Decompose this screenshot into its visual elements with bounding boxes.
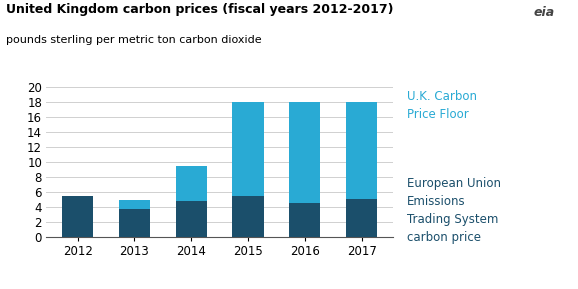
Bar bbox=[289, 102, 320, 203]
Bar bbox=[62, 196, 93, 237]
Bar bbox=[346, 199, 377, 237]
Bar bbox=[232, 102, 264, 196]
Bar bbox=[176, 201, 207, 237]
Text: United Kingdom carbon prices (fiscal years 2012-2017): United Kingdom carbon prices (fiscal yea… bbox=[6, 3, 393, 16]
Bar bbox=[289, 203, 320, 237]
Text: pounds sterling per metric ton carbon dioxide: pounds sterling per metric ton carbon di… bbox=[6, 35, 261, 45]
Bar bbox=[119, 200, 150, 209]
Bar bbox=[176, 166, 207, 201]
Text: European Union
Emissions
Trading System
carbon price: European Union Emissions Trading System … bbox=[407, 177, 501, 244]
Text: eia: eia bbox=[533, 6, 555, 19]
Text: U.K. Carbon
Price Floor: U.K. Carbon Price Floor bbox=[407, 90, 477, 121]
Bar bbox=[119, 209, 150, 237]
Bar bbox=[346, 102, 377, 199]
Bar bbox=[232, 196, 264, 237]
